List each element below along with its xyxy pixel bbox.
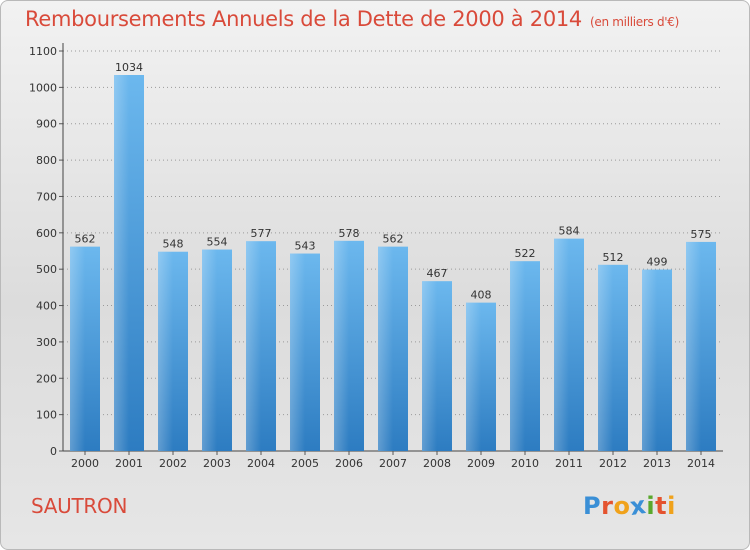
- y-tick-label: 300: [36, 336, 57, 349]
- x-tick-label: 2013: [643, 457, 671, 470]
- logo-letter: o: [613, 492, 631, 520]
- logo-letter: i: [667, 492, 676, 520]
- bar-highlight: [598, 264, 613, 451]
- y-tick-label: 200: [36, 372, 57, 385]
- x-tick-label: 2012: [599, 457, 627, 470]
- bar-highlight: [466, 302, 481, 451]
- bar-value-label: 575: [691, 228, 712, 241]
- logo-letter: i: [646, 492, 656, 520]
- logo-letter: r: [601, 492, 614, 520]
- bar-value-label: 499: [647, 256, 668, 269]
- x-tick-label: 2008: [423, 457, 451, 470]
- bar-highlight: [554, 238, 569, 451]
- bar-highlight: [334, 240, 349, 451]
- bar-highlight: [158, 251, 173, 451]
- bar-value-label: 562: [383, 233, 404, 246]
- bar-value-label: 543: [295, 240, 316, 253]
- commune-name: SAUTRON: [31, 494, 128, 518]
- y-tick-label: 800: [36, 154, 57, 167]
- bar-value-label: 408: [471, 289, 492, 302]
- bar-value-label: 562: [75, 233, 96, 246]
- logo-letter: t: [655, 492, 668, 520]
- bar-highlight: [422, 281, 437, 451]
- proxiti-logo: Proxiti: [583, 491, 676, 521]
- bar-highlight: [378, 246, 393, 451]
- bar-value-label: 584: [559, 225, 580, 238]
- bar-value-label: 512: [603, 251, 624, 264]
- x-tick-label: 2003: [203, 457, 231, 470]
- bar-highlight: [686, 241, 701, 451]
- bar-highlight: [290, 253, 305, 451]
- bar-highlight: [114, 75, 129, 451]
- bar-highlight: [70, 246, 85, 451]
- y-tick-label: 600: [36, 227, 57, 240]
- bar-value-label: 1034: [115, 61, 143, 74]
- y-tick-label: 400: [36, 300, 57, 313]
- chart-unit: (en milliers d'€): [590, 15, 680, 29]
- logo-letter: P: [583, 492, 602, 520]
- x-tick-label: 2001: [115, 457, 143, 470]
- x-tick-label: 2006: [335, 457, 363, 470]
- x-tick-label: 2002: [159, 457, 187, 470]
- y-tick-label: 900: [36, 118, 57, 131]
- x-tick-label: 2014: [687, 457, 715, 470]
- bar-value-label: 554: [207, 236, 228, 249]
- bar-highlight: [202, 249, 217, 451]
- bar-value-label: 522: [515, 247, 536, 260]
- bar-highlight: [642, 269, 657, 451]
- bar-highlight: [510, 261, 525, 451]
- y-tick-label: 1100: [29, 45, 57, 58]
- x-tick-label: 2009: [467, 457, 495, 470]
- x-tick-label: 2010: [511, 457, 539, 470]
- y-tick-label: 700: [36, 190, 57, 203]
- bar-value-label: 577: [251, 227, 272, 240]
- bar-value-label: 467: [427, 267, 448, 280]
- x-tick-label: 2000: [71, 457, 99, 470]
- y-tick-label: 1000: [29, 81, 57, 94]
- y-tick-label: 100: [36, 409, 57, 422]
- y-tick-label: 0: [50, 445, 57, 458]
- bar-highlight: [246, 241, 261, 451]
- bar-value-label: 578: [339, 227, 360, 240]
- x-tick-label: 2005: [291, 457, 319, 470]
- x-tick-label: 2004: [247, 457, 275, 470]
- chart-title: Remboursements Annuels de la Dette de 20…: [25, 7, 679, 31]
- chart-title-text: Remboursements Annuels de la Dette de 20…: [25, 7, 582, 31]
- logo-letter: x: [628, 491, 649, 521]
- bar-value-label: 548: [163, 238, 184, 251]
- y-tick-label: 500: [36, 263, 57, 276]
- x-tick-label: 2011: [555, 457, 583, 470]
- x-tick-label: 2007: [379, 457, 407, 470]
